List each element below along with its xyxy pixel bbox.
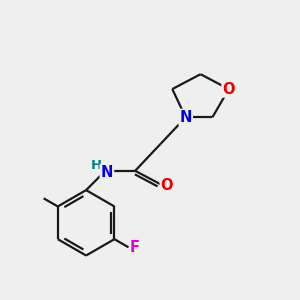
Text: H: H [91,159,102,172]
Text: O: O [223,82,235,97]
Text: O: O [161,178,173,193]
Text: N: N [179,110,192,125]
Text: N: N [101,165,113,180]
Text: F: F [130,240,140,255]
